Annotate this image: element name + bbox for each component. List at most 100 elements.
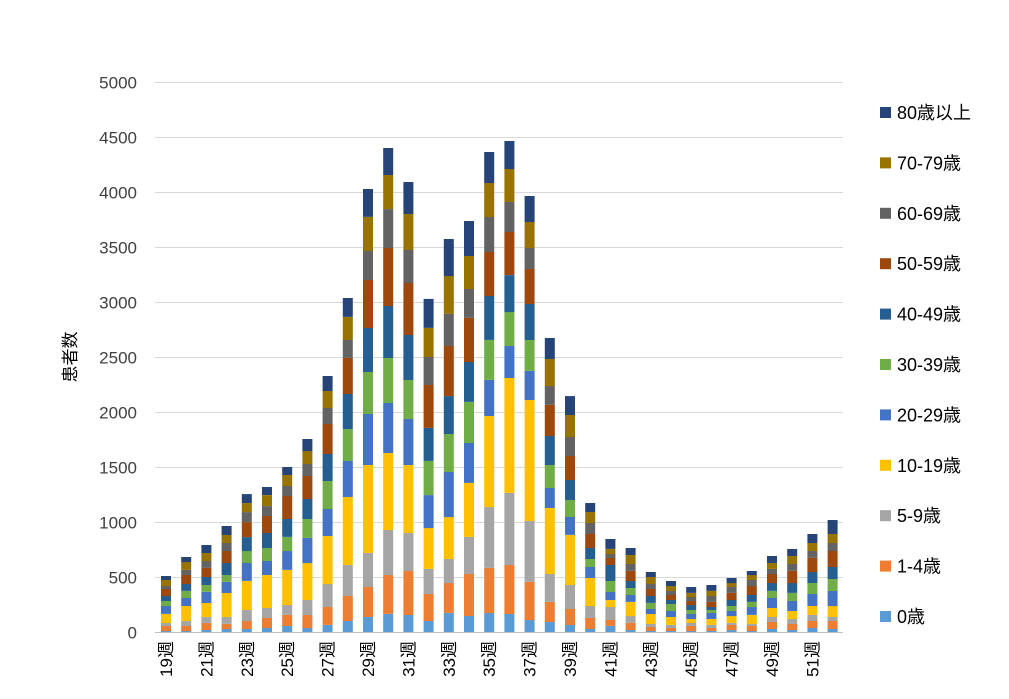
bar-segment-5-9歳 [666, 625, 676, 629]
bar-segment-5-9歳 [403, 533, 414, 571]
legend-label: 60-69歳 [897, 204, 961, 224]
legend-swatch [880, 207, 891, 219]
bar-stack-week-26 [302, 439, 313, 632]
bar-segment-60-69歳 [544, 386, 555, 405]
bar-segment-30-39歳 [443, 434, 454, 472]
bar-segment-30-39歳 [706, 610, 717, 613]
bar-segment-30-39歳 [161, 601, 171, 607]
bar-segment-30-39歳 [201, 585, 212, 592]
y-tick-label: 0 [128, 624, 137, 643]
x-tick-label: 39週 [561, 641, 580, 677]
bar-stack-week-41 [605, 539, 616, 632]
legend-label: 40-49歳 [897, 305, 961, 325]
y-tick-label: 4500 [99, 129, 137, 148]
bar-segment-10-19歳 [262, 575, 272, 608]
bar-segment-1-4歳 [282, 615, 293, 626]
bar-segment-20-29歳 [666, 611, 676, 617]
bar-segment-0歳 [262, 628, 272, 632]
x-tick-label: 33週 [440, 641, 459, 677]
x-tick-label: 27週 [319, 641, 338, 677]
bar-stack-week-38 [544, 338, 555, 632]
bar-segment-10-19歳 [363, 465, 373, 553]
bar-segment-40-49歳 [565, 480, 575, 500]
bar-segment-40-49歳 [282, 519, 293, 537]
y-axis-ticks: 0 500 1000 1500 2000 2500 3000 3500 4000 4500 5000 [99, 74, 137, 643]
bar-segment-1-4歳 [686, 626, 697, 632]
bar-segment-20-29歳 [524, 371, 535, 400]
bar-segment-60-69歳 [302, 464, 313, 476]
bar-segment-80歳以上 [645, 572, 656, 577]
bar-segment-20-29歳 [706, 613, 717, 619]
bar-segment-10-19歳 [666, 617, 676, 625]
bar-segment-70-79歳 [625, 555, 636, 564]
legend: 80歳以上 70-79歳 60-69歳 50-59歳 40-49歳 30-39歳 20-29… [880, 103, 971, 627]
bar-segment-5-9歳 [201, 617, 212, 623]
bar-segment-70-79歳 [827, 534, 838, 543]
bar-segment-60-69歳 [787, 564, 798, 571]
bar-segment-70-79歳 [484, 183, 495, 217]
bar-segment-5-9歳 [322, 584, 333, 607]
legend-label: 50-59歳 [897, 254, 961, 274]
bar-segment-80歳以上 [504, 141, 515, 170]
bar-segment-60-69歳 [221, 543, 232, 551]
bar-segment-5-9歳 [767, 617, 777, 622]
bar-segment-80歳以上 [746, 571, 757, 576]
bar-segment-60-69歳 [726, 587, 737, 593]
bar-segment-80歳以上 [807, 534, 818, 543]
bar-stack-week-43 [645, 572, 656, 632]
bar-segment-50-59歳 [443, 346, 454, 397]
bar-segment-0歳 [443, 613, 454, 632]
bar-segment-80歳以上 [686, 587, 697, 593]
bar-segment-1-4歳 [565, 609, 575, 625]
bar-segment-50-59歳 [161, 589, 171, 596]
bar-segment-60-69歳 [241, 512, 252, 523]
bar-segment-1-4歳 [403, 571, 414, 615]
bar-segment-70-79歳 [706, 591, 717, 597]
bar-segment-70-79歳 [201, 553, 212, 561]
bar-segment-10-19歳 [383, 453, 394, 530]
bar-segment-1-4歳 [181, 626, 192, 632]
bar-stack-week-20 [181, 557, 192, 632]
bar-stack-week-42 [625, 548, 636, 632]
bar-segment-60-69歳 [383, 209, 394, 248]
legend-label: 30-39歳 [897, 355, 961, 375]
y-tick-label: 1500 [99, 459, 137, 478]
bar-segment-0歳 [201, 630, 212, 632]
bar-segment-10-19歳 [221, 593, 232, 618]
bar-segment-80歳以上 [726, 578, 737, 584]
bar-segment-5-9歳 [827, 617, 838, 621]
legend-swatch [880, 359, 891, 370]
bar-segment-10-19歳 [787, 611, 798, 619]
y-tick-label: 3500 [99, 239, 137, 258]
bar-segment-60-69歳 [746, 580, 757, 586]
legend-item: 70-79歳 [880, 153, 961, 173]
bar-segment-70-79歳 [443, 276, 454, 314]
bar-segment-70-79歳 [221, 535, 232, 543]
bar-segment-80歳以上 [282, 467, 293, 475]
bar-segment-50-59歳 [524, 269, 535, 304]
x-tick-label: 49週 [763, 641, 782, 677]
bar-segment-50-59歳 [565, 456, 575, 480]
bar-segment-70-79歳 [383, 175, 394, 210]
legend-item: 5-9歳 [880, 506, 941, 526]
bar-segment-0歳 [686, 631, 697, 632]
bar-stack-week-47 [726, 578, 737, 632]
legend-item: 10-19歳 [880, 456, 961, 476]
bar-segment-5-9歳 [302, 600, 313, 615]
bar-stack-week-35 [484, 152, 495, 632]
bar-segment-0歳 [544, 622, 555, 632]
legend-swatch [880, 258, 891, 270]
bar-segment-50-59歳 [585, 534, 596, 548]
bar-segment-10-19歳 [423, 528, 434, 569]
bar-segment-10-19歳 [161, 614, 171, 623]
bar-segment-20-29歳 [282, 551, 293, 570]
legend-swatch [880, 459, 891, 471]
bar-segment-10-19歳 [544, 508, 555, 574]
bar-segment-40-49歳 [383, 306, 394, 358]
bar-segment-1-4歳 [827, 621, 838, 629]
bar-segment-20-29歳 [625, 595, 636, 602]
bar-segment-0歳 [161, 631, 171, 632]
bar-stack-week-27 [322, 376, 333, 632]
bar-segment-10-19歳 [565, 535, 575, 585]
bar-segment-60-69歳 [161, 586, 171, 589]
